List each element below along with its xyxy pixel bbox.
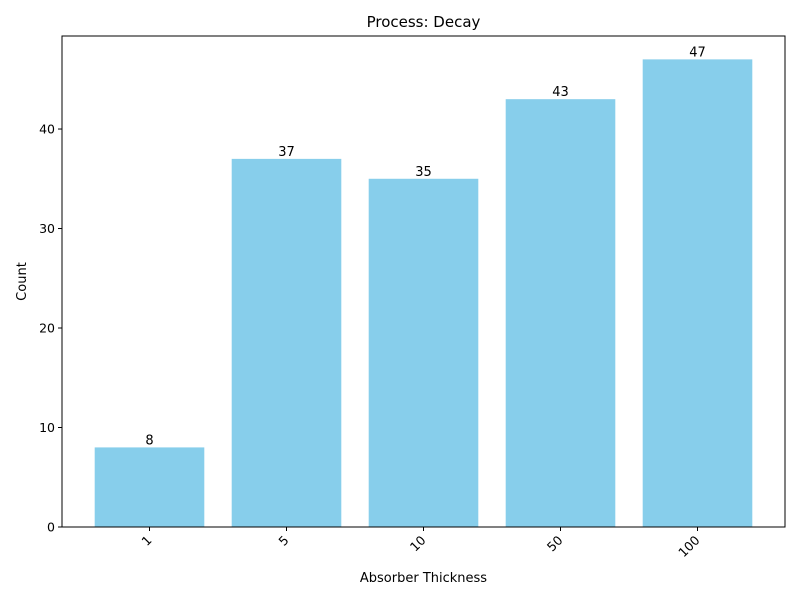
bar-value-label: 47: [689, 45, 706, 60]
bar: [642, 59, 753, 527]
y-tick-label: 0: [47, 520, 55, 535]
bars-group: [94, 59, 753, 528]
y-axis: 0 10 20 30 40: [39, 122, 62, 535]
y-tick-label: 40: [39, 122, 55, 137]
y-axis-label: Count: [15, 262, 30, 301]
x-axis-label: Absorber Thickness: [360, 571, 487, 586]
y-tick-label: 30: [39, 221, 55, 236]
bar-value-label: 43: [552, 85, 569, 100]
bar-value-label: 8: [145, 433, 153, 448]
bar-value-label: 35: [415, 165, 432, 180]
bar-labels-group: 8 37 35 43 47: [145, 45, 705, 448]
y-tick-label: 20: [39, 321, 55, 336]
bar: [94, 447, 205, 527]
plot-frame: [61, 35, 786, 528]
bar: [231, 158, 342, 527]
chart-title: Process: Decay: [367, 13, 481, 31]
bar-value-label: 37: [278, 145, 295, 160]
y-tick-label: 10: [39, 420, 55, 435]
bar: [505, 99, 616, 528]
bar: [368, 178, 479, 527]
